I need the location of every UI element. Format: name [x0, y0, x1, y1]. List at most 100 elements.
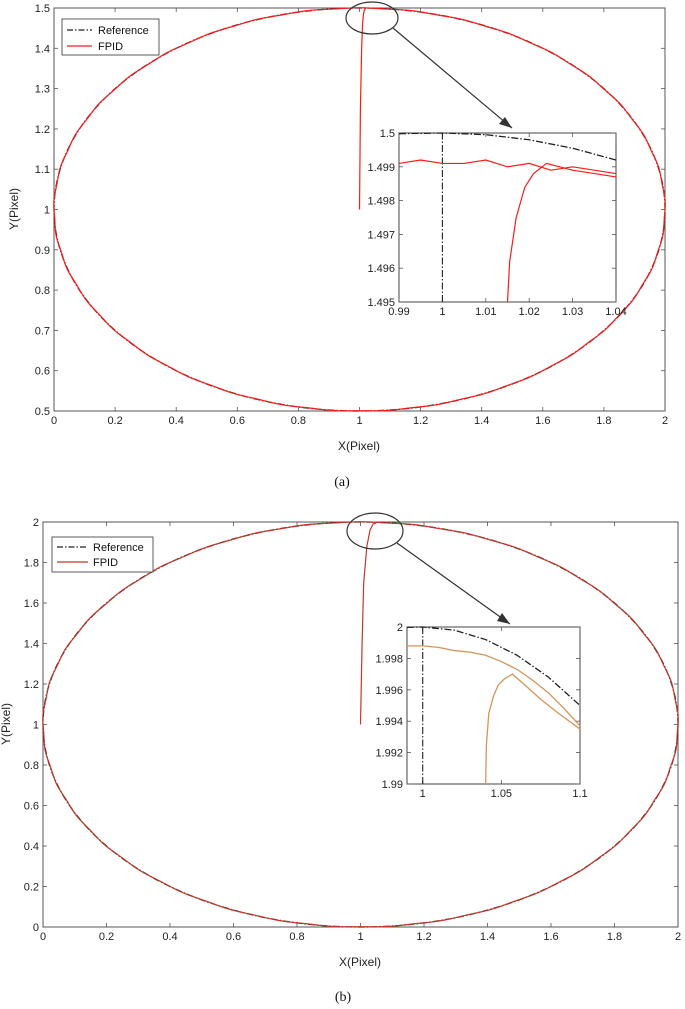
plot-a-ylabel: Y(Pixel) [7, 188, 21, 230]
plot-b-inset-ytick-label: 1.99 [382, 779, 403, 791]
plot-b-xtick-label: 0.8 [289, 931, 304, 943]
plot-a-ytick-label: 1.5 [35, 3, 50, 15]
panel-a: 0 0.2 0.4 0.6 0.8 1 1.2 1.4 1.6 1.8 2 0.5 0.6 0.7 0.8… [7, 1, 668, 490]
plot-a-inset: 0.99 1 1.01 1.02 1.03 1.04 1.4951.4961.4971.4… [367, 128, 626, 318]
plot-a-inset-xtick-label: 1.01 [475, 306, 496, 318]
plot-a-ytick-label: 1.4 [35, 43, 50, 55]
plot-a-inset-x-ticks: 0.99 1 1.01 1.02 1.03 1.04 [388, 133, 627, 318]
plot-b-inset-xtick-label: 1 [420, 788, 426, 800]
plot-b-inset: 1 1.05 1.1 1.99 1.992 1.994 1.996 1.998 2 [375, 622, 587, 800]
plot-b-inset-ytick-label: 1.998 [375, 653, 403, 665]
plot-a-inset-ytick-label: 1.497 [367, 229, 395, 241]
plot-a-xtick-label: 1.6 [535, 415, 550, 427]
plot-a-inset-xtick-label: 0.99 [388, 306, 409, 318]
plot-b-xtick-label: 0 [40, 931, 46, 943]
plot-a-legend-reference-label: Reference [98, 25, 149, 37]
plot-a-ytick-label: 0.5 [35, 406, 50, 418]
plot-a-ytick-label: 1 [44, 205, 50, 217]
plot-a-ytick-label: 0.6 [35, 366, 50, 378]
plot-b-fpid-line [42, 521, 679, 928]
plot-b-legend-box [51, 536, 154, 573]
caption-a: (a) [334, 475, 350, 490]
plot-b-xtick-label: 1 [357, 931, 363, 943]
plot-b-ytick-label: 1 [33, 720, 39, 732]
plot-b-xtick-label: 0.4 [162, 931, 177, 943]
plot-b-inset-reference-line [406, 626, 581, 706]
plot-a-inset-xtick-label: 1.03 [562, 306, 583, 318]
plot-b-inset-fpid-rise [484, 673, 581, 785]
plot-a-zoom-circle [345, 1, 399, 35]
plot-b-fpid-start-segment [359, 522, 377, 725]
plot-a-inset-xtick-label: 1 [439, 306, 445, 318]
plot-b-xtick-label: 2 [675, 931, 681, 943]
plot-a-x-ticks: 0 0.2 0.4 0.6 0.8 1 1.2 1.4 1.6 1.8 2 [51, 8, 668, 427]
plot-a-xtick-label: 0.4 [169, 415, 184, 427]
plot-a-legend-fpid-label: FPID [98, 41, 123, 53]
caption-b: (b) [335, 990, 352, 1005]
plot-b-inset-ytick-label: 1.992 [375, 748, 403, 760]
plot-a-inset-ytick-label: 1.496 [367, 263, 395, 275]
plot-a-ytick-label: 1.1 [35, 164, 50, 176]
plot-a-inset-ytick-label: 1.495 [367, 297, 395, 309]
plot-b-ytick-label: 0.4 [24, 841, 39, 853]
plot-a-xtick-label: 0.6 [230, 415, 245, 427]
plot-b-zoom-arrow [396, 542, 511, 625]
plot-a-inset-xtick-label: 1.04 [605, 306, 626, 318]
plot-a-xtick-label: 0.8 [291, 415, 306, 427]
plot-b-inset-y-ticks: 1.99 1.992 1.994 1.996 1.998 2 [375, 622, 580, 791]
plot-b-ytick-label: 1.4 [24, 639, 39, 651]
plot-b-ytick-label: 1.8 [24, 558, 39, 570]
plot-b-inset-xtick-label: 1.05 [491, 788, 512, 800]
plot-a-xtick-label: 0 [51, 415, 57, 427]
plot-b-ytick-label: 0.8 [24, 760, 39, 772]
plot-b-ytick-label: 2 [33, 517, 39, 529]
plot-b-legend-fpid-label: FPID [93, 557, 118, 569]
plot-a-fpid-start-segment [358, 8, 367, 210]
plot-b-ylabel: Y(Pixel) [0, 703, 13, 745]
plot-b-inset-x-ticks: 1 1.05 1.1 [420, 627, 588, 800]
plot-b-y-ticks: 0 0.2 0.4 0.6 0.8 1 1.2 1.4 1.6 1.8 2 [24, 517, 678, 934]
plot-b-ytick-label: 0.6 [24, 801, 39, 813]
plot-b-ytick-label: 1.2 [24, 679, 39, 691]
plot-a-inset-ytick-label: 1.499 [367, 162, 395, 174]
plot-b-xtick-label: 1.4 [480, 931, 495, 943]
plot-a-fpid-line [53, 7, 666, 412]
plot-b-x-ticks: 0 0.2 0.4 0.6 0.8 1 1.2 1.4 1.6 1.8 2 [40, 522, 681, 943]
plot-b-zoom-circle [346, 512, 404, 550]
plot-b-inset-ytick-label: 2 [397, 622, 403, 634]
plot-b-inset-xtick-label: 1.1 [572, 788, 587, 800]
plot-a-ytick-label: 0.8 [35, 285, 50, 297]
plot-a-ytick-label: 0.9 [35, 245, 50, 257]
plot-b-legend: Reference FPID [51, 536, 154, 573]
plot-a-inset-y-ticks: 1.495 1.496 1.497 1.498 1.499 1.5 [367, 128, 616, 309]
plot-a-y-ticks: 0.5 0.6 0.7 0.8 0.9 1 1.1 1.2 1.3 1.4 1.5 [35, 3, 665, 418]
plot-a-xtick-label: 1.4 [474, 415, 489, 427]
plot-a-legend: Reference FPID [61, 18, 160, 56]
plot-b-ytick-label: 1.6 [24, 598, 39, 610]
plot-a-xtick-label: 1.2 [413, 415, 428, 427]
plot-b-xtick-label: 1.6 [543, 931, 558, 943]
panel-b: 0 0.2 0.4 0.6 0.8 1 1.2 1.4 1.6 1.8 2 0 0.2 0.4 0.6 0.… [0, 512, 681, 1005]
plot-a-inset-fpid-line [398, 159, 617, 175]
plot-a-inset-fpid-rise [506, 162, 617, 303]
plot-a-ytick-label: 1.2 [35, 124, 50, 136]
plot-b-inset-ytick-label: 1.994 [375, 716, 403, 728]
plot-b-inset-ytick-label: 1.996 [375, 685, 403, 697]
plot-b-inset-frame [406, 626, 581, 785]
plot-a-zoom-arrowhead [499, 117, 512, 128]
plot-b-xtick-label: 0.2 [99, 931, 114, 943]
plot-b-ytick-label: 0.2 [24, 882, 39, 894]
plot-a-legend-box [61, 18, 160, 56]
plot-a-ytick-label: 1.3 [35, 84, 50, 96]
plot-b-xtick-label: 1.8 [607, 931, 622, 943]
plot-a-inset-ytick-label: 1.5 [380, 128, 395, 140]
plot-a-xlabel: X(Pixel) [338, 439, 380, 453]
plot-b-xtick-label: 0.6 [226, 931, 241, 943]
plot-b-xlabel: X(Pixel) [339, 955, 381, 969]
plot-a-inset-frame [398, 132, 617, 303]
plot-a-ytick-label: 0.7 [35, 325, 50, 337]
plot-b-xtick-label: 1.2 [416, 931, 431, 943]
plot-b-inset-fpid-line [407, 645, 581, 727]
plot-b-zoom-arrowhead [497, 613, 510, 624]
